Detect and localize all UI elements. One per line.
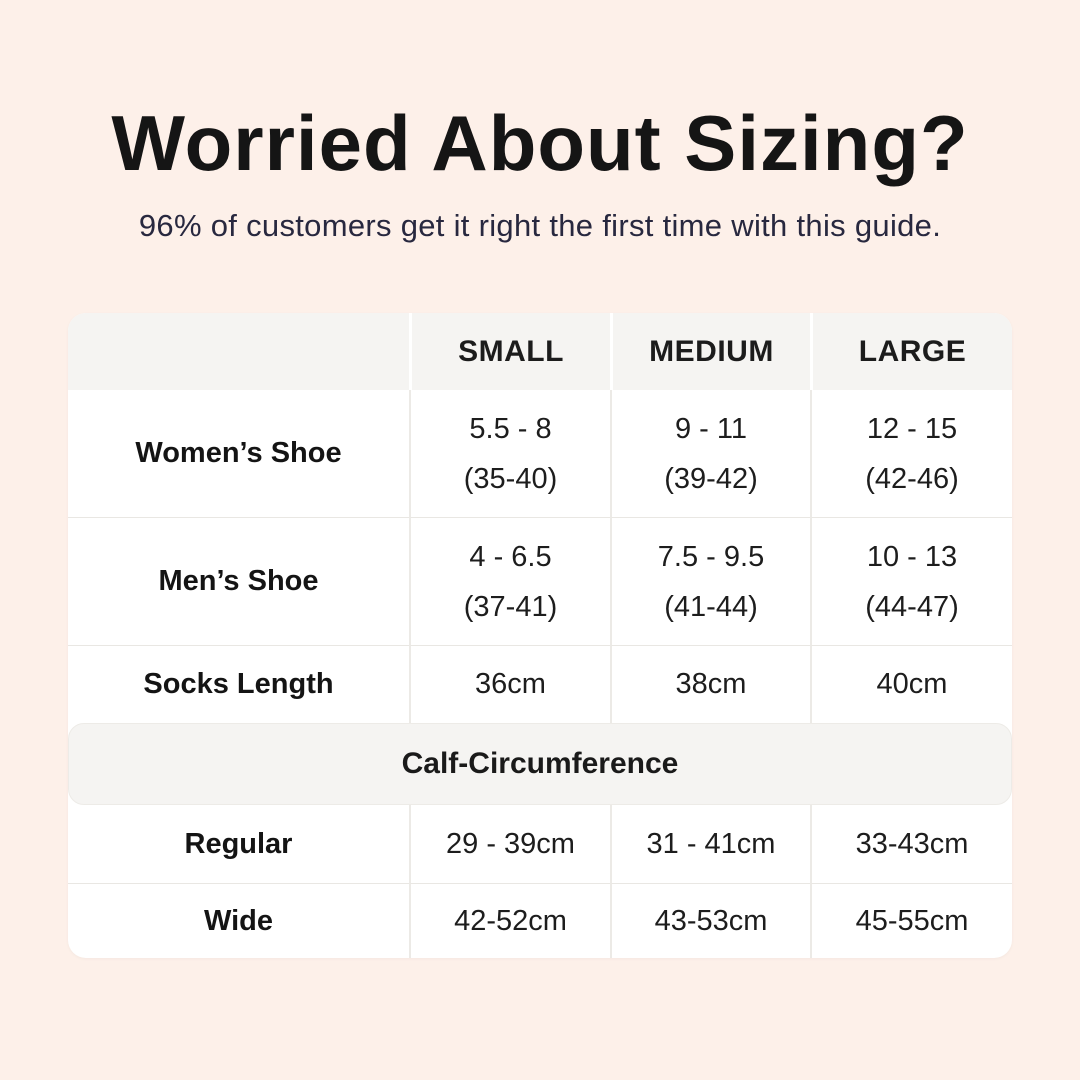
cell-wide-large: 45-55cm [810, 883, 1012, 958]
cell-womens-small: 5.5 - 8 (35-40) [409, 390, 610, 517]
row-label-socks-length: Socks Length [68, 645, 409, 723]
row-label-womens-shoe: Women’s Shoe [135, 437, 342, 469]
cell-wide-medium: 43-53cm [610, 883, 810, 958]
cell-womens-medium: 9 - 11 (39-42) [610, 390, 810, 517]
cell-wide-small: 42-52cm [409, 883, 610, 958]
size-table: SMALL MEDIUM LARGE Women’s Shoe 5.5 - 8 … [68, 313, 1012, 958]
cell-socks-medium: 38cm [610, 645, 810, 723]
row-label-regular: Regular [184, 827, 293, 860]
cell-mens-medium: 7.5 - 9.5 (41-44) [610, 517, 810, 645]
cell-mens-small: 4 - 6.5 (37-41) [409, 517, 610, 645]
cell-line-2: (44-47) [865, 590, 959, 623]
row-label-wide: Wide [68, 883, 409, 958]
cell-line-2: (41-44) [664, 590, 758, 623]
cell-mens-large: 10 - 13 (44-47) [810, 517, 1012, 645]
header-empty-cell [68, 313, 409, 390]
cell-socks-large: 40cm [810, 645, 1012, 723]
section-header-calf-circumference: Calf-Circumference [68, 723, 1012, 805]
row-label-mens-shoe: Men’s Shoe [68, 517, 409, 645]
cell-womens-large: 12 - 15 (42-46) [810, 390, 1012, 517]
cell-line-2: (35-40) [463, 462, 558, 495]
cell-line-1: 5.5 - 8 [469, 412, 552, 445]
header-col-large: LARGE [810, 313, 1012, 390]
cell-line-2: (37-41) [463, 590, 558, 623]
cell-line-1: 4 - 6.5 [469, 540, 552, 573]
cell-regular-small: 29 - 39cm [409, 805, 610, 883]
cell-line-1: 7.5 - 9.5 [657, 540, 765, 573]
page-subtitle: 96% of customers get it right the first … [138, 208, 942, 243]
cell-line-2: (42-46) [865, 462, 959, 495]
header-col-small: SMALL [409, 313, 610, 390]
cell-regular-medium: 31 - 41cm [610, 805, 810, 883]
cell-regular-large: 33-43cm [810, 805, 1012, 883]
header-col-medium: MEDIUM [610, 313, 810, 390]
cell-socks-small: 36cm [409, 645, 610, 723]
cell-line-1: 12 - 15 [866, 412, 958, 445]
cell-line-1: 9 - 11 [674, 412, 747, 445]
page-title: Worried About Sizing? [111, 99, 969, 187]
cell-line-1: 10 - 13 [866, 540, 958, 573]
cell-line-2: (39-42) [664, 462, 758, 495]
